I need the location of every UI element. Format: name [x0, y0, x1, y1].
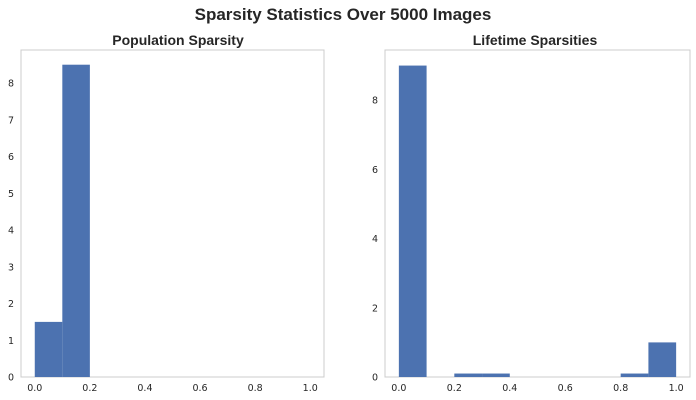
x-tick-label-population-1: 0.2 [82, 383, 97, 394]
y-tick-label-population-3: 3 [8, 262, 14, 273]
x-tick-label-lifetime-0: 0.0 [391, 383, 406, 394]
x-tick-label-population-3: 0.6 [192, 383, 207, 394]
y-tick-label-population-2: 2 [8, 299, 14, 310]
y-ticks-population: 0 1 2 3 4 5 6 7 8 [8, 79, 14, 384]
y-tick-label-population-0: 0 [8, 373, 14, 384]
figure-title: Sparsity Statistics Over 5000 Images [195, 5, 492, 24]
chart-title-lifetime: Lifetime Sparsities [473, 32, 598, 48]
x-tick-label-population-0: 0.0 [27, 383, 42, 394]
y-tick-label-lifetime-2: 4 [372, 234, 378, 245]
x-ticks-lifetime: 0.0 0.2 0.4 0.6 0.8 1.0 [391, 383, 683, 394]
x-tick-label-lifetime-1: 0.2 [447, 383, 462, 394]
histogram-bar-lifetime-3 [482, 373, 510, 377]
y-tick-label-lifetime-3: 6 [372, 165, 378, 176]
y-tick-label-population-4: 4 [8, 226, 14, 237]
histogram-bar-population-1 [62, 64, 90, 377]
histogram-bar-lifetime-8 [620, 373, 649, 377]
histogram-bar-lifetime-2 [454, 373, 483, 377]
y-ticks-lifetime: 0 2 4 6 8 [372, 96, 378, 384]
histogram-bar-lifetime-0 [398, 65, 427, 377]
bars-lifetime [398, 65, 677, 377]
chart-population-sparsity: Population Sparsity 0.0 0.2 0.4 0.6 0.8 1.0 0… [8, 32, 325, 394]
x-tick-label-lifetime-3: 0.6 [558, 383, 573, 394]
y-tick-label-population-6: 6 [8, 152, 14, 163]
y-tick-label-lifetime-4: 8 [372, 96, 378, 107]
plot-area-lifetime [384, 49, 691, 378]
y-tick-label-population-8: 8 [8, 79, 14, 90]
histogram-bar-population-0 [34, 321, 63, 377]
x-tick-label-lifetime-2: 0.4 [502, 383, 517, 394]
x-tick-label-lifetime-5: 1.0 [669, 383, 684, 394]
y-tick-label-lifetime-0: 0 [372, 373, 378, 384]
y-tick-label-population-1: 1 [8, 336, 14, 347]
y-tick-label-lifetime-1: 2 [372, 303, 378, 314]
x-ticks-population: 0.0 0.2 0.4 0.6 0.8 1.0 [27, 383, 318, 394]
x-tick-label-population-4: 0.8 [248, 383, 263, 394]
histogram-bar-lifetime-9 [648, 342, 677, 377]
y-tick-label-population-5: 5 [8, 189, 14, 200]
bars-population [34, 64, 90, 377]
chart-lifetime-sparsities: Lifetime Sparsities 0.0 0.2 0.4 0.6 0.8 1.0 0… [372, 32, 691, 394]
y-tick-label-population-7: 7 [8, 115, 14, 126]
x-tick-label-population-2: 0.4 [137, 383, 152, 394]
x-tick-label-population-5: 1.0 [303, 383, 318, 394]
x-tick-label-lifetime-4: 0.8 [613, 383, 628, 394]
chart-title-population: Population Sparsity [112, 32, 244, 48]
